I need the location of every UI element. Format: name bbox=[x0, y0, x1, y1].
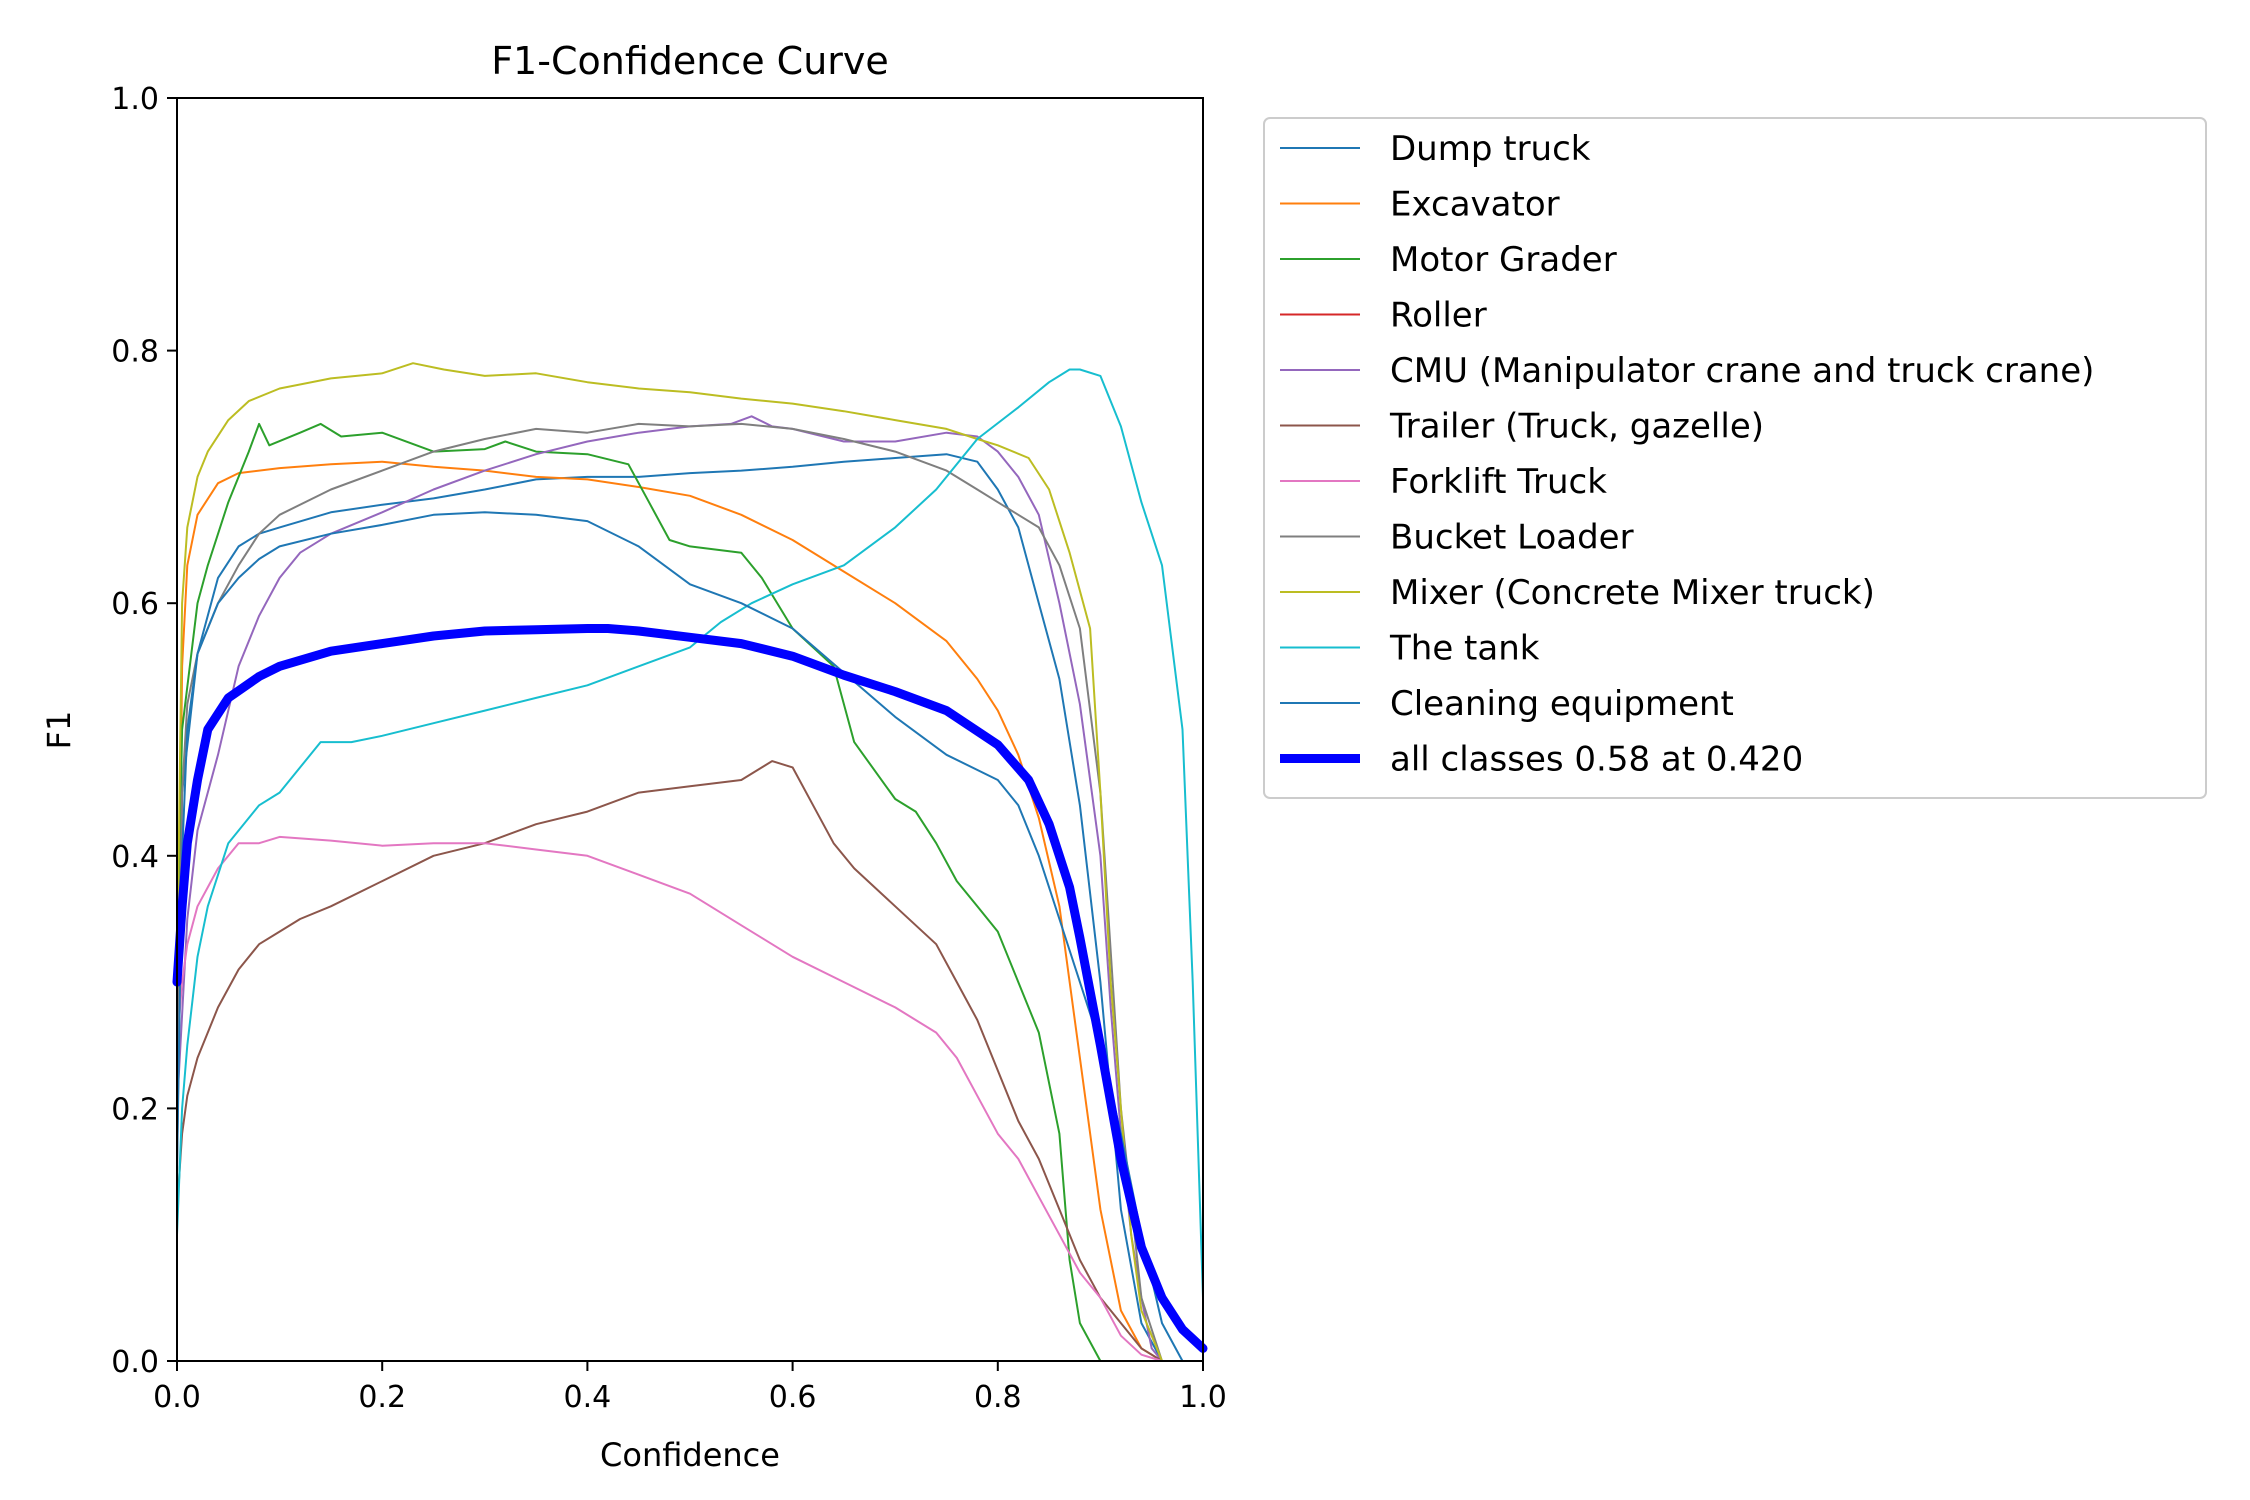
series-line-5 bbox=[176, 760, 1163, 1362]
x-axis-label: Confidence bbox=[600, 1436, 780, 1474]
legend-label-8: Mixer (Concrete Mixer truck) bbox=[1390, 573, 1875, 613]
x-tick-label: 0.2 bbox=[358, 1380, 406, 1415]
x-tick-label: 1.0 bbox=[1179, 1380, 1227, 1415]
legend-label-10: Cleaning equipment bbox=[1390, 684, 1734, 724]
legend-label-2: Motor Grader bbox=[1390, 240, 1617, 280]
legend-label-4: CMU (Manipulator crane and truck crane) bbox=[1390, 351, 2094, 391]
series-line-1 bbox=[176, 460, 1163, 1362]
y-tick-label: 0.4 bbox=[111, 840, 159, 875]
legend-label-7: Bucket Loader bbox=[1390, 518, 1634, 558]
plot-area bbox=[172, 362, 1208, 1362]
series-line-10 bbox=[176, 511, 1184, 1362]
legend-label-6: Forklift Truck bbox=[1390, 462, 1607, 502]
legend-frame bbox=[1263, 117, 2207, 799]
series-line-11 bbox=[172, 624, 1208, 1353]
legend-label-0: Dump truck bbox=[1390, 129, 1591, 169]
series-line-7 bbox=[176, 422, 1163, 1362]
x-tick-label: 0.4 bbox=[564, 1380, 612, 1415]
series-line-2 bbox=[176, 422, 1102, 1362]
legend: Dump truck Excavator Motor Grader Roller CMU… bbox=[1263, 117, 2207, 799]
series-line-4 bbox=[176, 415, 1163, 1362]
series-line-6 bbox=[176, 835, 1163, 1362]
y-tick-label: 0.2 bbox=[111, 1092, 159, 1127]
y-tick-label: 0.6 bbox=[111, 587, 159, 622]
y-tick-label: 0.0 bbox=[111, 1345, 159, 1380]
x-tick-label: 0.0 bbox=[153, 1380, 201, 1415]
series-line-8 bbox=[176, 362, 1163, 1362]
y-tick-label: 1.0 bbox=[111, 82, 159, 117]
x-axis: 0.0 0.2 0.4 0.6 0.8 1.0 bbox=[153, 1361, 1227, 1415]
chart-title: F1-Confidence Curve bbox=[491, 39, 889, 83]
legend-label-5: Trailer (Truck, gazelle) bbox=[1389, 407, 1764, 447]
x-tick-label: 0.8 bbox=[974, 1380, 1022, 1415]
y-axis: 0.0 0.2 0.4 0.6 0.8 1.0 bbox=[111, 82, 177, 1380]
legend-label-1: Excavator bbox=[1390, 185, 1560, 225]
x-tick-label: 0.6 bbox=[769, 1380, 817, 1415]
y-axis-label: F1 bbox=[40, 711, 78, 750]
legend-label-11: all classes 0.58 at 0.420 bbox=[1390, 740, 1803, 780]
y-tick-label: 0.8 bbox=[111, 335, 159, 370]
plot-frame bbox=[176, 97, 1204, 1362]
series-line-0 bbox=[176, 453, 1163, 1362]
legend-label-3: Roller bbox=[1390, 296, 1487, 336]
legend-label-9: The tank bbox=[1389, 629, 1540, 669]
